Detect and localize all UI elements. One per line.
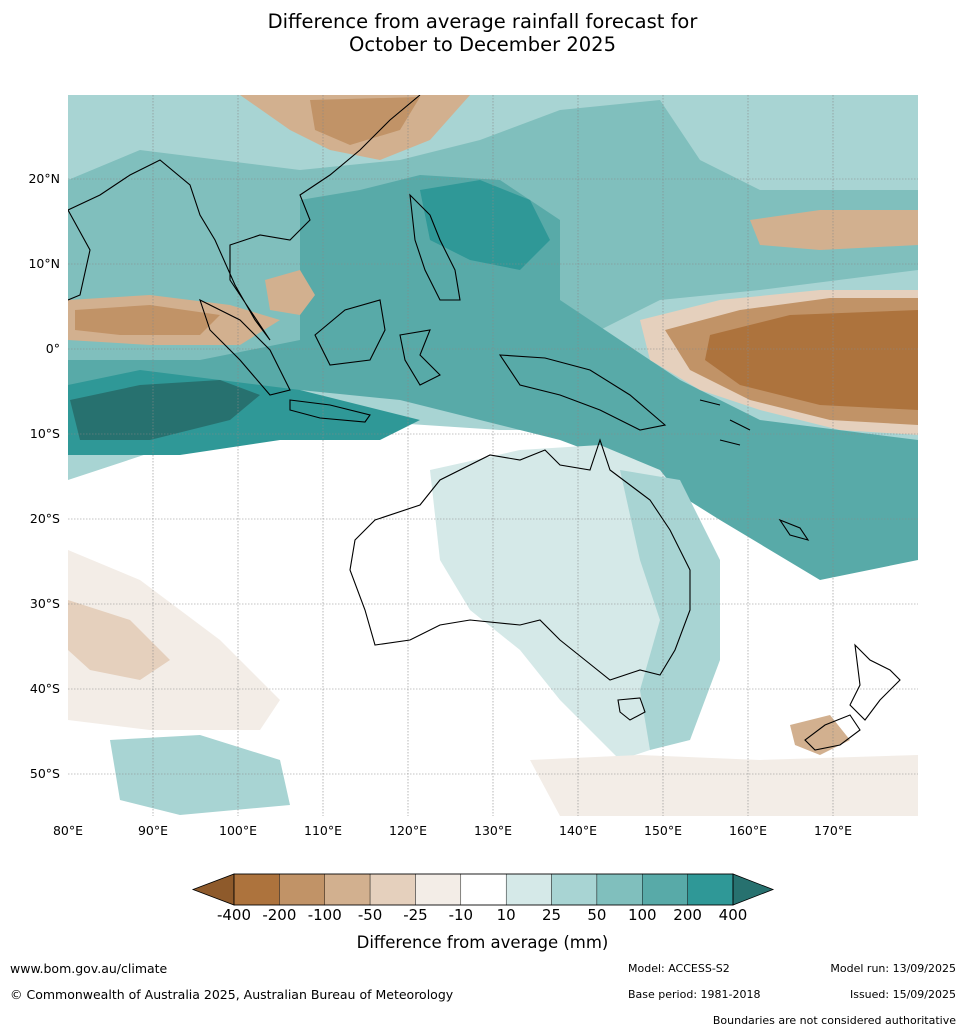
contour-philippines-core	[420, 180, 550, 270]
sulawesi-coast	[399, 329, 441, 386]
contour-borneo	[265, 270, 315, 315]
lon-label-150e: 150°E	[643, 823, 683, 838]
issued-date: Issued: 15/09/2025	[849, 988, 956, 1001]
lat-label-40s: 40°S	[29, 681, 60, 696]
contour-southern-wet	[110, 735, 290, 815]
colorbar-tick-label: 400	[718, 906, 748, 924]
base-period: Base period: 1981-2018	[628, 988, 761, 1001]
lat-label-20n: 20°N	[28, 171, 60, 186]
lon-label-130e: 130°E	[473, 823, 513, 838]
colorbar-segment	[596, 873, 643, 906]
nz-south-coast	[804, 714, 861, 751]
colorbar-segment	[324, 873, 371, 906]
colorbar-tick-label: -100	[307, 906, 342, 924]
lon-label-80e: 80°E	[52, 823, 84, 838]
lat-label-30s: 30°S	[29, 596, 60, 611]
contour-southern-indian-dry	[68, 600, 170, 680]
contour-china-core	[310, 97, 420, 145]
colorbar-segment	[460, 873, 507, 906]
title-line-1: Difference from average rainfall forecas…	[267, 10, 698, 33]
lon-label-160e: 160°E	[728, 823, 768, 838]
website-link[interactable]: www.bom.gov.au/climate	[10, 961, 168, 976]
lon-label-100e: 100°E	[218, 823, 258, 838]
colorbar-tick-label: -25	[403, 906, 428, 924]
colorbar-segment	[505, 873, 552, 906]
colorbar-segment	[279, 873, 325, 906]
colorbar-tick-label: 100	[627, 906, 657, 924]
borneo-coast	[314, 299, 386, 366]
colorbar-tick-label: -50	[357, 906, 383, 924]
colorbar-segment	[687, 873, 734, 906]
colorbar-tick-label: -400	[216, 906, 252, 924]
model-name: Model: ACCESS-S2	[628, 962, 730, 975]
lat-label-10s: 10°S	[29, 426, 60, 441]
colorbar-segment	[415, 873, 462, 906]
lon-label-110e: 110°E	[303, 823, 343, 838]
nz-north-coast	[849, 643, 901, 721]
coastlines	[68, 95, 901, 751]
new-guinea-coast	[498, 354, 667, 431]
contour-pacific-dry-core	[705, 310, 918, 410]
sumatra-coast	[199, 298, 291, 396]
lat-label-20s: 20°S	[29, 511, 60, 526]
map-title: Difference from average rainfall forecas…	[0, 10, 965, 56]
contour-southern-ocean-dry	[530, 755, 918, 816]
india-coast	[68, 209, 91, 301]
colorbar-segment	[369, 873, 416, 906]
colorbar-segment	[642, 873, 688, 906]
lon-label-90e: 90°E	[137, 823, 169, 838]
colorbar-tick-label: -10	[448, 906, 474, 924]
colorbar-tick-label: 50	[587, 906, 607, 924]
model-run-date: Model run: 13/09/2025	[830, 962, 956, 975]
contour-north-pacific-dry	[750, 210, 918, 250]
lon-label-140e: 140°E	[558, 823, 598, 838]
lat-label-0: 0°	[45, 341, 60, 356]
colorbar-extend-high	[732, 873, 775, 906]
colorbar-tick-label: 25	[541, 906, 562, 924]
colorbar-tick-label: 10	[496, 906, 516, 924]
copyright-text: © Commonwealth of Australia 2025, Austra…	[10, 987, 454, 1002]
colorbar-extend-low	[191, 873, 235, 906]
colorbar-segment	[233, 873, 280, 906]
lat-label-10n: 10°N	[28, 256, 60, 271]
tasmania-coast	[617, 697, 646, 721]
java-coast	[289, 399, 371, 423]
colorbar-outline	[233, 873, 734, 906]
asia-coast	[68, 95, 421, 341]
lon-label-120e: 120°E	[388, 823, 428, 838]
contour-tasman-dry	[790, 715, 850, 755]
contour-equatorial-indian-core	[75, 305, 220, 335]
colorbar	[191, 873, 775, 906]
philippines-coast	[409, 193, 461, 301]
title-line-2: October to December 2025	[349, 33, 616, 56]
contour-indian-ocean-max	[70, 380, 260, 440]
pacific-islands	[699, 399, 810, 541]
boundaries-note: Boundaries are not considered authoritat…	[712, 1014, 956, 1027]
colorbar-tick-label: 200	[673, 906, 702, 924]
australia-coast	[349, 438, 691, 681]
lat-label-50s: 50°S	[29, 766, 60, 781]
colorbar-tick-label: -200	[262, 906, 297, 924]
contour-east-coast	[620, 470, 720, 750]
graticule	[68, 95, 918, 816]
contour-southern-indian	[68, 550, 280, 730]
colorbar-segment	[551, 873, 598, 906]
lon-label-170e: 170°E	[813, 823, 853, 838]
colorbar-title: Difference from average (mm)	[356, 933, 609, 952]
